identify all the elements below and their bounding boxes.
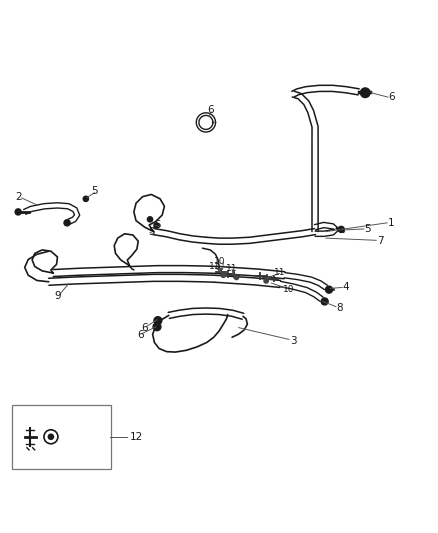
Text: 4: 4 bbox=[343, 282, 349, 293]
Text: 8: 8 bbox=[336, 303, 343, 313]
Text: 6: 6 bbox=[388, 92, 395, 102]
Text: 6: 6 bbox=[207, 105, 214, 115]
Circle shape bbox=[48, 434, 53, 439]
Text: 10: 10 bbox=[283, 285, 295, 294]
Text: 10: 10 bbox=[214, 257, 226, 266]
Circle shape bbox=[321, 298, 328, 305]
Circle shape bbox=[264, 279, 268, 283]
Circle shape bbox=[153, 323, 161, 330]
Circle shape bbox=[154, 223, 159, 228]
Text: 1: 1 bbox=[388, 218, 395, 228]
Text: 6: 6 bbox=[137, 330, 144, 341]
Text: 9: 9 bbox=[54, 291, 61, 301]
Text: 5: 5 bbox=[155, 220, 161, 230]
Text: 12: 12 bbox=[129, 432, 143, 442]
Text: 11: 11 bbox=[274, 268, 286, 277]
Circle shape bbox=[154, 317, 162, 325]
Circle shape bbox=[338, 227, 344, 232]
Circle shape bbox=[234, 275, 239, 280]
FancyBboxPatch shape bbox=[12, 405, 111, 469]
Circle shape bbox=[148, 217, 152, 222]
Circle shape bbox=[64, 220, 70, 226]
Circle shape bbox=[221, 273, 226, 277]
Circle shape bbox=[360, 88, 370, 98]
Text: 5: 5 bbox=[148, 228, 155, 237]
Text: 2: 2 bbox=[15, 192, 21, 201]
Text: 5: 5 bbox=[91, 187, 98, 196]
Text: 7: 7 bbox=[377, 236, 384, 246]
Text: 3: 3 bbox=[290, 336, 297, 346]
Text: 6: 6 bbox=[141, 324, 148, 334]
Circle shape bbox=[15, 209, 21, 215]
Text: 11: 11 bbox=[209, 262, 220, 271]
Text: 5: 5 bbox=[364, 223, 371, 233]
Circle shape bbox=[325, 286, 332, 293]
Text: 11: 11 bbox=[226, 264, 238, 273]
Circle shape bbox=[83, 196, 88, 201]
